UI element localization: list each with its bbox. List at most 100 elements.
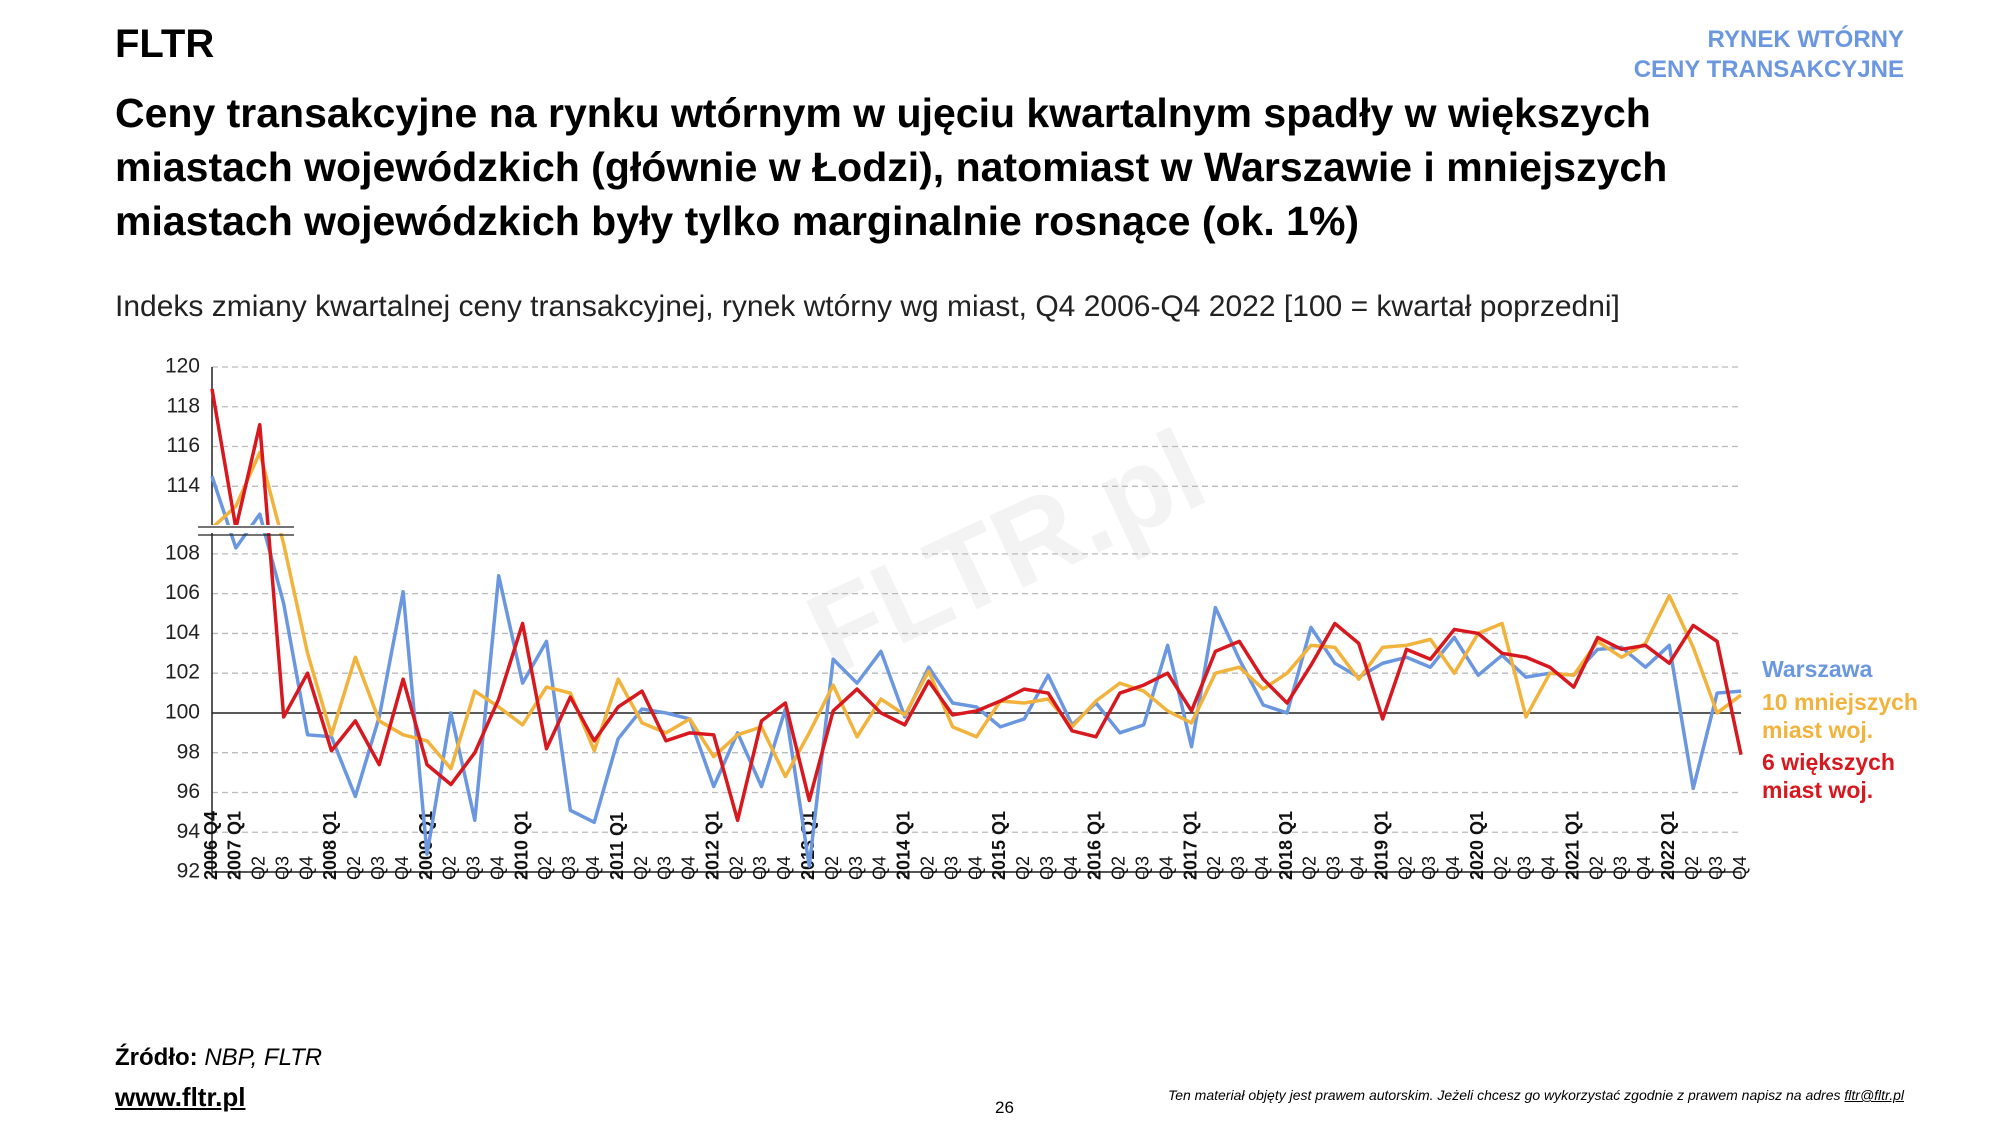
brand: FLTR (115, 22, 215, 66)
x-tick-label: Q3 (272, 856, 292, 880)
x-tick-label: Q2 (917, 856, 937, 880)
x-tick-label: Q3 (1228, 856, 1248, 880)
x-tick-label: 2007 Q1 (225, 811, 245, 880)
x-tick-label: 2015 Q1 (989, 811, 1009, 880)
x-tick-label: Q4 (487, 856, 507, 880)
x-tick-label: 2010 Q1 (511, 811, 531, 880)
series-line (210, 450, 1743, 779)
x-tick-label: Q2 (1682, 856, 1702, 880)
y-tick-label: 116 (167, 434, 200, 457)
x-tick-label: Q2 (1491, 856, 1511, 880)
x-tick-label: 2011 Q1 (607, 812, 627, 880)
source: Źródło: NBP, FLTR (115, 1044, 322, 1072)
x-tick-label: Q4 (1634, 856, 1654, 880)
x-tick-label: Q4 (774, 856, 794, 880)
x-tick-label: Q4 (1252, 856, 1272, 880)
copyright-note: Ten materiał objęty jest prawem autorski… (1167, 1087, 1841, 1103)
y-tick-label: 96 (177, 780, 200, 803)
x-tick-label: Q2 (535, 856, 555, 880)
y-tick-label: 100 (165, 700, 200, 723)
x-tick-label: 2008 Q1 (320, 811, 340, 880)
x-tick-label: Q4 (870, 856, 890, 880)
x-tick-label: 2006 Q4 (201, 811, 221, 880)
series-line (210, 475, 1742, 868)
x-tick-label: Q2 (1300, 856, 1320, 880)
x-tick-label: Q3 (559, 856, 579, 880)
y-tick-label: 106 (165, 581, 200, 604)
copyright: Ten materiał objęty jest prawem autorski… (1168, 1087, 1904, 1103)
y-tick-label: 98 (177, 740, 200, 763)
x-tick-label: 2022 Q1 (1658, 811, 1678, 880)
title: miastach wojewódzkich (głównie w Łodzi),… (115, 144, 1668, 190)
x-tick-label: Q2 (822, 856, 842, 880)
series-label: Warszawa (1762, 656, 1873, 682)
x-tick-label: Q3 (1132, 856, 1152, 880)
x-tick-label: 2019 Q1 (1371, 811, 1391, 880)
x-tick-label: Q3 (941, 856, 961, 880)
x-tick-label: Q2 (344, 856, 364, 880)
source-text: NBP, FLTR (204, 1044, 323, 1071)
x-tick-label: Q3 (1324, 856, 1344, 880)
x-tick-label: Q2 (726, 856, 746, 880)
y-tick-label: 118 (167, 394, 200, 417)
y-tick-label: 102 (165, 661, 200, 684)
y-tick-label: 94 (177, 820, 201, 843)
x-tick-label: Q3 (846, 856, 866, 880)
x-tick-label: Q4 (296, 856, 316, 880)
y-tick-label: 104 (165, 621, 200, 644)
x-tick-label: 2012 Q1 (702, 811, 722, 880)
y-tick-label: 120 (165, 355, 200, 378)
x-tick-label: Q4 (965, 856, 985, 880)
watermark: FLTR.pl (789, 406, 1223, 699)
x-tick-label: Q3 (1610, 856, 1630, 880)
x-tick-label: Q2 (1204, 856, 1224, 880)
x-tick-label: 2018 Q1 (1276, 811, 1296, 880)
series-label: 6 większych miast woj. (1762, 749, 1895, 803)
x-tick-label: Q3 (368, 856, 388, 880)
x-tick-label: 2016 Q1 (1085, 811, 1105, 880)
x-tick-label: Q2 (1586, 856, 1606, 880)
x-tick-label: Q2 (440, 856, 460, 880)
website[interactable]: www.fltr.pl (115, 1082, 246, 1112)
x-tick-label: Q3 (1515, 856, 1535, 880)
series-label: 10 mniejszych miast woj. (1762, 689, 1918, 743)
x-tick-label: Q3 (655, 856, 675, 880)
x-tick-label: Q2 (249, 856, 269, 880)
x-tick-label: Q2 (631, 856, 651, 880)
section-label: RYNEK WTÓRNY (1707, 26, 1904, 53)
x-tick-label: Q3 (464, 856, 484, 880)
x-tick-label: Q4 (1156, 856, 1176, 880)
x-tick-label: Q3 (1706, 856, 1726, 880)
x-tick-label: 2021 Q1 (1563, 811, 1583, 880)
x-tick-label: Q4 (1539, 856, 1559, 880)
x-tick-label: Q2 (1109, 856, 1129, 880)
x-tick-label: Q2 (1013, 856, 1033, 880)
page-number: 26 (995, 1098, 1014, 1117)
x-tick-label: Q3 (1037, 856, 1057, 880)
series-line (210, 388, 1743, 823)
x-tick-label: Q4 (392, 856, 412, 880)
x-tick-label: 2020 Q1 (1467, 811, 1487, 880)
y-tick-label: 92 (177, 860, 200, 883)
y-tick-label: 114 (167, 474, 201, 497)
title: Ceny transakcyjne na rynku wtórnym w uję… (115, 90, 1651, 136)
y-tick-label: 108 (165, 541, 200, 564)
x-tick-label: Q3 (1419, 856, 1439, 880)
axis-break (198, 525, 294, 534)
source-label: Źródło: (115, 1044, 198, 1071)
x-tick-label: 2017 Q1 (1180, 811, 1200, 880)
x-tick-label: Q4 (1061, 856, 1081, 880)
x-tick-label: Q4 (1443, 856, 1463, 880)
x-tick-label: Q3 (750, 856, 770, 880)
x-tick-label: Q4 (583, 856, 603, 880)
x-tick-label: Q4 (1348, 856, 1368, 880)
title: miastach wojewódzkich były tylko margina… (115, 198, 1360, 244)
subtitle: Indeks zmiany kwartalnej ceny transakcyj… (115, 290, 1620, 323)
x-tick-label: Q2 (1395, 856, 1415, 880)
x-tick-label: Q4 (1730, 856, 1750, 880)
section-label: CENY TRANSAKCYJNE (1633, 56, 1904, 83)
x-tick-label: 2014 Q1 (894, 811, 914, 880)
copyright-email[interactable]: fltr@fltr.pl (1844, 1087, 1904, 1103)
x-tick-label: Q4 (679, 856, 699, 880)
